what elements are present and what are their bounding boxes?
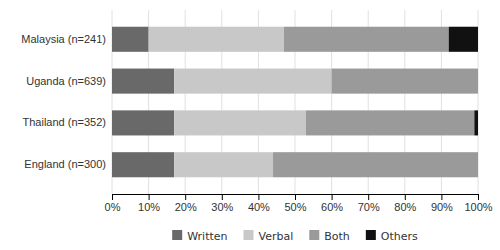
legend-label: Others [381, 230, 418, 243]
plot: 0% 10% 20% 30% 40% 50% 60% 70% 80% 90% 100% Malaysi… [21, 10, 492, 213]
series [449, 27, 478, 136]
tick: Malaysia (n=241) [21, 33, 106, 45]
bar [112, 27, 149, 52]
legend-item: Others [366, 230, 418, 243]
bar [306, 110, 474, 135]
bar [174, 152, 273, 177]
tick-label: 20% [175, 201, 197, 213]
tick: 70% [358, 194, 380, 213]
bar [112, 152, 174, 177]
bar [474, 110, 478, 135]
bar [284, 27, 449, 52]
tick-mark [222, 194, 223, 200]
legend-swatch [244, 230, 254, 240]
tick-mark [368, 194, 369, 200]
legend-label: Verbal [259, 230, 294, 243]
tick-mark [441, 194, 442, 200]
tick-mark [185, 194, 186, 200]
bars [112, 27, 478, 178]
axis-line [113, 195, 479, 201]
tick: 100% [464, 194, 492, 213]
series [273, 27, 478, 178]
legend-item: Verbal [244, 230, 294, 243]
tick-label: England (n=300) [24, 158, 106, 170]
tick: 10% [138, 194, 160, 213]
tick: Thailand (n=352) [23, 116, 106, 128]
tick: Uganda (n=639) [26, 75, 106, 87]
legend-label: Written [187, 230, 227, 243]
legend-label: Both [324, 230, 350, 243]
tick-mark [258, 194, 259, 200]
tick-label: Uganda (n=639) [26, 75, 106, 87]
legend-swatch [366, 230, 376, 240]
x-axis: 0% 10% 20% 30% 40% 50% 60% 70% 80% 90% 100% [105, 194, 493, 213]
tick-label: Thailand (n=352) [23, 116, 106, 128]
tick-label: 100% [464, 201, 492, 213]
chart: 0% 10% 20% 30% 40% 50% 60% 70% 80% 90% 100% Malaysi… [0, 0, 500, 250]
legend-item: Written [172, 230, 227, 243]
bar [449, 27, 478, 52]
tick-label: 60% [321, 201, 343, 213]
bar [273, 152, 478, 177]
tick: 20% [175, 194, 197, 213]
grid [112, 10, 478, 194]
legend-swatch [172, 230, 182, 240]
tick-mark [295, 194, 296, 200]
tick-label: 70% [358, 201, 380, 213]
tick-mark [478, 194, 479, 200]
tick-label: Malaysia (n=241) [21, 33, 106, 45]
legend-swatch [309, 230, 319, 240]
tick-label: 0% [105, 201, 121, 213]
tick: 30% [211, 194, 233, 213]
tick-label: 80% [394, 201, 416, 213]
bar [478, 69, 479, 94]
tick-mark [405, 194, 406, 200]
bar [174, 110, 306, 135]
bar [112, 110, 174, 135]
legend-item: Both [309, 230, 350, 243]
tick: 0% [105, 194, 121, 213]
y-axis: Malaysia (n=241) Uganda (n=639) Thailand (… [21, 33, 106, 170]
tick: 90% [431, 194, 453, 213]
bar [112, 69, 174, 94]
tick-label: 10% [138, 201, 160, 213]
tick-label: 90% [431, 201, 453, 213]
tick-label: 50% [284, 201, 306, 213]
bar [478, 152, 479, 177]
bar [332, 69, 478, 94]
bar [149, 27, 284, 52]
tick-mark [149, 194, 150, 200]
tick-label: 30% [211, 201, 233, 213]
bar [174, 69, 331, 94]
tick: 80% [394, 194, 416, 213]
tick: 60% [321, 194, 343, 213]
tick-label: 40% [248, 201, 270, 213]
tick-mark [112, 194, 113, 200]
tick: 50% [284, 194, 306, 213]
tick: England (n=300) [24, 158, 106, 170]
tick-mark [332, 194, 333, 200]
legend: Written Verbal Both Others [172, 230, 418, 243]
tick: 40% [248, 194, 270, 213]
